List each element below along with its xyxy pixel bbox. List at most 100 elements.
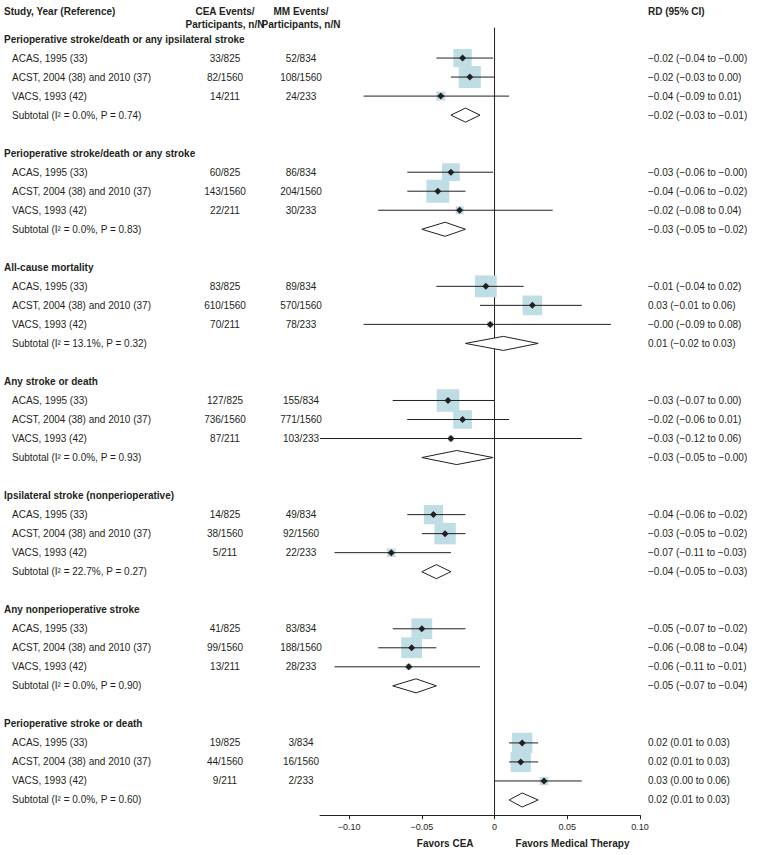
svg-text:38/1560: 38/1560	[207, 528, 244, 539]
svg-text:−0.02 (−0.03 to 0.00): −0.02 (−0.03 to 0.00)	[648, 72, 741, 83]
svg-text:52/834: 52/834	[286, 53, 317, 64]
svg-text:Favors CEA: Favors CEA	[417, 838, 474, 849]
svg-text:MM Events/: MM Events/	[273, 6, 328, 17]
svg-text:VACS, 1993 (42): VACS, 1993 (42)	[12, 319, 87, 330]
svg-text:Perioperative stroke or death: Perioperative stroke or death	[4, 718, 142, 729]
svg-text:0.02 (0.01 to 0.03): 0.02 (0.01 to 0.03)	[648, 794, 730, 805]
svg-text:41/825: 41/825	[210, 623, 241, 634]
svg-text:Any nonperioperative stroke: Any nonperioperative stroke	[4, 604, 140, 615]
svg-text:Perioperative stroke/death or: Perioperative stroke/death or any ipsila…	[4, 34, 245, 45]
svg-text:−0.03 (−0.12 to 0.06): −0.03 (−0.12 to 0.06)	[648, 433, 741, 444]
svg-text:570/1560: 570/1560	[280, 300, 322, 311]
svg-text:−0.05 (−0.07 to −0.02): −0.05 (−0.07 to −0.02)	[648, 623, 747, 634]
svg-text:VACS, 1993 (42): VACS, 1993 (42)	[12, 547, 87, 558]
svg-text:24/233: 24/233	[286, 91, 317, 102]
svg-text:70/211: 70/211	[210, 319, 240, 330]
svg-text:ACAS, 1995 (33): ACAS, 1995 (33)	[12, 623, 88, 634]
svg-text:−0.10: −0.10	[338, 822, 361, 832]
svg-text:736/1560: 736/1560	[204, 414, 246, 425]
svg-text:ACAS, 1995 (33): ACAS, 1995 (33)	[12, 167, 88, 178]
svg-text:99/1560: 99/1560	[207, 642, 244, 653]
svg-text:0.05: 0.05	[559, 822, 577, 832]
svg-text:ACST, 2004 (38) and 2010 (37): ACST, 2004 (38) and 2010 (37)	[12, 300, 151, 311]
svg-text:−0.04 (−0.06 to −0.02): −0.04 (−0.06 to −0.02)	[648, 186, 747, 197]
svg-text:0.03 (−0.01 to 0.06): 0.03 (−0.01 to 0.06)	[648, 300, 736, 311]
svg-text:78/233: 78/233	[286, 319, 317, 330]
svg-text:Subtotal (I² = 22.7%, P = 0.27: Subtotal (I² = 22.7%, P = 0.27)	[12, 566, 147, 577]
svg-text:−0.06 (−0.11 to −0.01): −0.06 (−0.11 to −0.01)	[648, 661, 747, 672]
svg-text:ACAS, 1995 (33): ACAS, 1995 (33)	[12, 281, 88, 292]
svg-text:−0.02 (−0.06 to 0.01): −0.02 (−0.06 to 0.01)	[648, 414, 741, 425]
svg-text:−0.05: −0.05	[410, 822, 433, 832]
svg-text:5/211: 5/211	[213, 547, 238, 558]
svg-text:Any stroke or death: Any stroke or death	[4, 376, 98, 387]
svg-text:49/834: 49/834	[286, 509, 317, 520]
svg-text:−0.02 (−0.04 to −0.00): −0.02 (−0.04 to −0.00)	[648, 53, 747, 64]
svg-text:86/834: 86/834	[286, 167, 317, 178]
svg-text:−0.06 (−0.08 to −0.04): −0.06 (−0.08 to −0.04)	[648, 642, 747, 653]
svg-text:Perioperative stroke/death or: Perioperative stroke/death or any stroke	[4, 148, 196, 159]
svg-text:82/1560: 82/1560	[207, 72, 244, 83]
svg-text:All-cause mortality: All-cause mortality	[4, 262, 94, 273]
svg-text:14/825: 14/825	[210, 509, 241, 520]
svg-text:−0.00 (−0.09 to 0.08): −0.00 (−0.09 to 0.08)	[648, 319, 741, 330]
svg-text:CEA Events/: CEA Events/	[195, 6, 254, 17]
svg-text:22/211: 22/211	[210, 205, 240, 216]
svg-text:9/211: 9/211	[213, 775, 238, 786]
svg-text:−0.07 (−0.11 to −0.03): −0.07 (−0.11 to −0.03)	[648, 547, 747, 558]
svg-text:ACST, 2004 (38) and 2010 (37): ACST, 2004 (38) and 2010 (37)	[12, 642, 151, 653]
svg-text:0.03 (0.00 to 0.06): 0.03 (0.00 to 0.06)	[648, 775, 730, 786]
svg-text:−0.03 (−0.06 to −0.00): −0.03 (−0.06 to −0.00)	[648, 167, 747, 178]
svg-text:60/825: 60/825	[210, 167, 241, 178]
svg-text:610/1560: 610/1560	[204, 300, 246, 311]
svg-text:83/834: 83/834	[286, 623, 317, 634]
svg-text:Subtotal (I² = 0.0%, P = 0.60): Subtotal (I² = 0.0%, P = 0.60)	[12, 794, 141, 805]
svg-text:Subtotal (I² = 0.0%, P = 0.90): Subtotal (I² = 0.0%, P = 0.90)	[12, 680, 141, 691]
svg-text:−0.03 (−0.05 to −0.02): −0.03 (−0.05 to −0.02)	[648, 528, 747, 539]
svg-text:155/834: 155/834	[283, 395, 320, 406]
svg-text:127/825: 127/825	[207, 395, 244, 406]
svg-text:Subtotal (I² = 13.1%, P = 0.32: Subtotal (I² = 13.1%, P = 0.32)	[12, 338, 147, 349]
svg-text:Participants, n/N: Participants, n/N	[262, 19, 341, 30]
svg-text:Subtotal (I² = 0.0%, P = 0.83): Subtotal (I² = 0.0%, P = 0.83)	[12, 224, 141, 235]
svg-text:−0.03 (−0.05 to −0.02): −0.03 (−0.05 to −0.02)	[648, 224, 747, 235]
svg-text:ACST, 2004 (38) and 2010 (37): ACST, 2004 (38) and 2010 (37)	[12, 414, 151, 425]
svg-text:ACST, 2004 (38) and 2010 (37): ACST, 2004 (38) and 2010 (37)	[12, 528, 151, 539]
svg-text:ACAS, 1995 (33): ACAS, 1995 (33)	[12, 395, 88, 406]
svg-text:28/233: 28/233	[286, 661, 317, 672]
svg-text:87/211: 87/211	[210, 433, 240, 444]
svg-text:ACAS, 1995 (33): ACAS, 1995 (33)	[12, 53, 88, 64]
svg-text:103/233: 103/233	[283, 433, 320, 444]
svg-text:22/233: 22/233	[286, 547, 317, 558]
svg-text:RD (95% CI): RD (95% CI)	[648, 6, 705, 17]
svg-text:0.10: 0.10	[631, 822, 649, 832]
svg-text:2/233: 2/233	[288, 775, 313, 786]
svg-text:33/825: 33/825	[210, 53, 241, 64]
svg-text:44/1560: 44/1560	[207, 756, 244, 767]
svg-text:−0.04 (−0.06 to −0.02): −0.04 (−0.06 to −0.02)	[648, 509, 747, 520]
svg-text:−0.05 (−0.07 to −0.04): −0.05 (−0.07 to −0.04)	[648, 680, 747, 691]
svg-text:ACAS, 1995 (33): ACAS, 1995 (33)	[12, 737, 88, 748]
svg-text:−0.01 (−0.04 to 0.02): −0.01 (−0.04 to 0.02)	[648, 281, 741, 292]
svg-text:ACST, 2004 (38) and 2010 (37): ACST, 2004 (38) and 2010 (37)	[12, 186, 151, 197]
svg-text:Subtotal (I² = 0.0%, P = 0.93): Subtotal (I² = 0.0%, P = 0.93)	[12, 452, 141, 463]
svg-text:ACAS, 1995 (33): ACAS, 1995 (33)	[12, 509, 88, 520]
svg-text:Study, Year (Reference): Study, Year (Reference)	[4, 6, 115, 17]
svg-text:3/834: 3/834	[288, 737, 313, 748]
svg-text:83/825: 83/825	[210, 281, 241, 292]
svg-text:16/1560: 16/1560	[283, 756, 320, 767]
svg-text:Participants, n/N: Participants, n/N	[186, 19, 265, 30]
svg-text:0.01 (−0.02 to 0.03): 0.01 (−0.02 to 0.03)	[648, 338, 736, 349]
svg-text:0.02 (0.01 to 0.03): 0.02 (0.01 to 0.03)	[648, 756, 730, 767]
svg-text:−0.04 (−0.09 to 0.01): −0.04 (−0.09 to 0.01)	[648, 91, 741, 102]
svg-text:VACS, 1993 (42): VACS, 1993 (42)	[12, 775, 87, 786]
svg-text:0: 0	[492, 822, 497, 832]
svg-text:VACS, 1993 (42): VACS, 1993 (42)	[12, 433, 87, 444]
svg-text:Ipsilateral stroke (nonperiope: Ipsilateral stroke (nonperioperative)	[4, 490, 174, 501]
svg-text:VACS, 1993 (42): VACS, 1993 (42)	[12, 661, 87, 672]
svg-text:0.02 (0.01 to 0.03): 0.02 (0.01 to 0.03)	[648, 737, 730, 748]
svg-text:92/1560: 92/1560	[283, 528, 320, 539]
svg-text:204/1560: 204/1560	[280, 186, 322, 197]
svg-text:ACST, 2004 (38) and 2010 (37): ACST, 2004 (38) and 2010 (37)	[12, 72, 151, 83]
svg-text:30/233: 30/233	[286, 205, 317, 216]
